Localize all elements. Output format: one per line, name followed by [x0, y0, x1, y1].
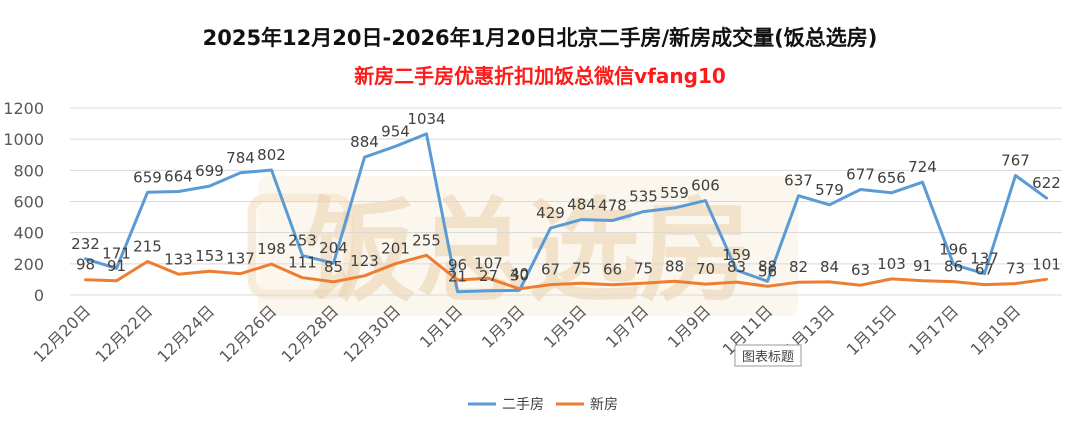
y-tick-label: 600 [13, 193, 44, 212]
x-tick-label: 12月22日 [91, 301, 156, 366]
data-label-secondhand: 784 [226, 149, 255, 167]
data-label-secondhand: 724 [908, 158, 937, 176]
data-label-secondhand: 579 [815, 181, 844, 199]
data-label-secondhand: 606 [691, 177, 720, 195]
chart-title: 2025年12月20日-2026年1月20日北京二手房/新房成交量(饭总选房) [202, 26, 878, 50]
data-label-secondhand: 196 [939, 240, 968, 258]
data-label-secondhand: 232 [71, 235, 100, 253]
series-line-newhouse [84, 253, 1048, 291]
data-label-secondhand: 535 [629, 188, 658, 206]
data-label-newhouse: 75 [572, 259, 591, 277]
data-label-newhouse: 133 [164, 250, 193, 268]
data-label-secondhand: 622 [1032, 174, 1061, 192]
data-label-newhouse: 84 [820, 258, 839, 276]
data-label-newhouse: 101 [1032, 255, 1061, 273]
data-label-secondhand: 253 [288, 232, 317, 250]
tooltip-text: 图表标题 [742, 350, 794, 365]
x-tick-label: 12月24日 [153, 301, 218, 366]
y-tick-label: 200 [13, 255, 44, 274]
data-label-secondhand: 767 [1001, 151, 1030, 169]
data-label-newhouse: 91 [107, 257, 126, 275]
y-tick-label: 1000 [3, 130, 44, 149]
data-label-newhouse: 111 [288, 254, 317, 272]
data-label-newhouse: 98 [76, 256, 95, 274]
data-label-newhouse: 88 [665, 257, 684, 275]
data-label-newhouse: 201 [381, 240, 410, 258]
data-label-newhouse: 75 [634, 259, 653, 277]
series-line-secondhand [84, 132, 1048, 294]
data-label-newhouse: 56 [758, 262, 777, 280]
data-label-newhouse: 82 [789, 258, 808, 276]
y-tick-label: 1200 [3, 99, 44, 118]
chart-subtitle: 新房二手房优惠折扣加饭总微信vfang10 [354, 64, 726, 88]
data-label-secondhand: 30 [510, 266, 529, 284]
data-label-newhouse: 86 [944, 258, 963, 276]
x-tick-label: 12月20日 [29, 301, 94, 366]
data-label-newhouse: 123 [350, 252, 379, 270]
data-label-secondhand: 21 [448, 268, 467, 286]
data-label-secondhand: 88 [758, 257, 777, 275]
x-tick-label: 1月19日 [967, 301, 1025, 359]
chart-title-tooltip: 图表标题 [734, 344, 802, 367]
data-label-secondhand: 659 [133, 168, 162, 186]
data-label-newhouse: 70 [696, 260, 715, 278]
data-label-secondhand: 484 [567, 196, 596, 214]
data-label-newhouse: 40 [510, 265, 529, 283]
x-tick-label: 1月15日 [843, 301, 901, 359]
x-tick-label: 1月17日 [905, 301, 963, 359]
data-label-secondhand: 429 [536, 204, 565, 222]
data-label-newhouse: 63 [851, 261, 870, 279]
data-label-secondhand: 884 [350, 133, 379, 151]
data-label-newhouse: 137 [226, 250, 255, 268]
data-label-newhouse: 96 [448, 256, 467, 274]
data-label-secondhand: 559 [660, 184, 689, 202]
data-label-newhouse: 66 [603, 261, 622, 279]
data-label-newhouse: 67 [975, 261, 994, 279]
data-label-secondhand: 954 [381, 122, 410, 140]
data-label-newhouse: 215 [133, 237, 162, 255]
data-label-secondhand: 637 [784, 172, 813, 190]
data-label-newhouse: 73 [1006, 260, 1025, 278]
y-tick-label: 400 [13, 224, 44, 243]
data-label-newhouse: 83 [727, 258, 746, 276]
data-label-secondhand: 137 [970, 250, 999, 268]
data-label-secondhand: 664 [164, 168, 193, 186]
data-label-newhouse: 85 [324, 258, 343, 276]
data-label-secondhand: 27 [479, 267, 498, 285]
x-tick-label: 12月26日 [215, 301, 280, 366]
data-label-newhouse: 91 [913, 257, 932, 275]
data-label-secondhand: 1034 [407, 110, 445, 128]
data-label-secondhand: 699 [195, 162, 224, 180]
data-label-newhouse: 67 [541, 261, 560, 279]
data-label-secondhand: 656 [877, 169, 906, 187]
data-label-newhouse: 107 [474, 254, 503, 272]
data-label-newhouse: 198 [257, 240, 286, 258]
data-label-secondhand: 171 [102, 244, 131, 262]
y-tick-label: 0 [34, 286, 44, 305]
y-tick-label: 800 [13, 161, 44, 180]
data-label-secondhand: 802 [257, 146, 286, 164]
data-label-secondhand: 478 [598, 197, 627, 215]
data-label-newhouse: 103 [877, 255, 906, 273]
legend-label-secondhand: 二手房 [502, 397, 544, 413]
data-label-secondhand: 677 [846, 166, 875, 184]
data-label-newhouse: 153 [195, 247, 224, 265]
legend-label-newhouse: 新房 [590, 397, 618, 413]
data-label-secondhand: 159 [722, 246, 751, 264]
data-label-secondhand: 204 [319, 239, 348, 257]
data-label-newhouse: 255 [412, 231, 441, 249]
